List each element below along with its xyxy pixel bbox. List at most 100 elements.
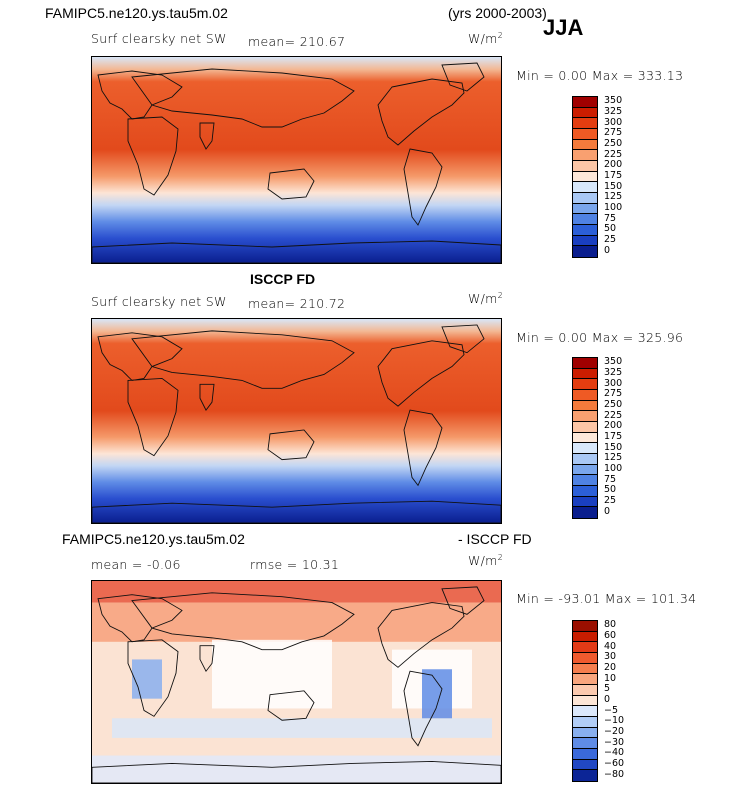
field-anomaly-patch — [422, 669, 452, 719]
coastline — [92, 500, 501, 523]
colorbar-tick-label: 0 — [604, 244, 611, 256]
colorbar-tick-label: 75 — [604, 212, 617, 224]
coastline — [199, 645, 215, 673]
field-anomaly-patch — [112, 718, 492, 738]
coastline — [441, 62, 485, 92]
colorbar-swatch — [573, 214, 597, 225]
panel3-map — [91, 580, 502, 784]
colorbar-tick-label: 325 — [604, 106, 623, 117]
panel3-colorbar — [572, 620, 598, 782]
panel1-minmax: Min = 0.00 Max = 333.13 — [516, 68, 684, 83]
colorbar-swatch — [573, 246, 597, 257]
panel2-map — [91, 318, 502, 524]
colorbar-tick-label: 60 — [604, 630, 617, 641]
colorbar-tick-label: 25 — [604, 495, 617, 506]
colorbar-tick-label: 325 — [604, 367, 623, 378]
colorbar-tick-label: 0 — [604, 505, 611, 517]
case-title: FAMIPC5.ne120.ys.tau5m.02 — [45, 5, 228, 21]
colorbar-swatch — [573, 621, 597, 632]
colorbar-tick-label: 0 — [604, 694, 611, 705]
colorbar-swatch — [573, 453, 597, 465]
colorbar-swatch — [573, 759, 597, 771]
colorbar-swatch — [573, 139, 597, 151]
colorbar-tick-label: −80 — [604, 768, 625, 780]
colorbar-swatch — [573, 160, 597, 172]
colorbar-tick-label: 5 — [604, 683, 611, 695]
colorbar-tick-label: 10 — [604, 672, 617, 684]
colorbar-swatch — [573, 716, 597, 728]
colorbar-tick-label: 250 — [604, 399, 623, 410]
years-label: (yrs 2000-2003) — [448, 5, 547, 21]
colorbar-swatch — [573, 496, 597, 508]
map-field — [92, 319, 501, 523]
colorbar-swatch — [573, 389, 597, 401]
panel3-mean: mean = -0.06 — [91, 557, 181, 572]
coastline — [131, 68, 355, 128]
colorbar-tick-label: 275 — [604, 127, 623, 139]
colorbar-swatch — [573, 421, 597, 433]
colorbar-tick-label: 25 — [604, 234, 617, 245]
colorbar-swatch — [573, 695, 597, 707]
panel1-variable-label: Surf clearsky net SW — [91, 31, 227, 46]
panel1-colorbar — [572, 96, 598, 258]
panel3-rmse: rmse = 10.31 — [250, 557, 340, 572]
colorbar-tick-label: 30 — [604, 651, 617, 663]
colorbar-tick-label: 250 — [604, 138, 623, 149]
panel2-mean: mean= 210.72 — [248, 296, 346, 311]
colorbar-tick-label: 125 — [604, 191, 623, 203]
coastline — [127, 377, 179, 457]
colorbar-swatch — [573, 203, 597, 215]
coastline — [377, 78, 465, 146]
coastline — [127, 639, 179, 717]
panel2-colorbar — [572, 357, 598, 519]
field-anomaly-patch — [212, 639, 332, 709]
colorbar-swatch — [573, 379, 597, 390]
coastline — [403, 670, 443, 747]
panel3-heading-left: FAMIPC5.ne120.ys.tau5m.02 — [62, 531, 245, 547]
colorbar-tick-label: 75 — [604, 473, 617, 485]
colorbar-tick-label: 150 — [604, 441, 623, 453]
colorbar-tick-label: 225 — [604, 148, 623, 160]
coastline — [267, 690, 315, 721]
colorbar-swatch — [573, 224, 597, 236]
colorbar-swatch — [573, 631, 597, 643]
colorbar-swatch — [573, 738, 597, 749]
colorbar-swatch — [573, 107, 597, 119]
colorbar-swatch — [573, 748, 597, 760]
panel1-units: W/m2 — [468, 31, 504, 47]
colorbar-swatch — [573, 192, 597, 204]
coastline — [92, 240, 501, 263]
map-field — [92, 57, 501, 263]
colorbar-tick-label: −10 — [604, 715, 625, 727]
coastline — [267, 429, 315, 461]
colorbar-swatch — [573, 235, 597, 247]
colorbar-swatch — [573, 663, 597, 675]
panel2-heading: ISCCP FD — [250, 271, 316, 287]
colorbar-tick-label: 175 — [604, 431, 623, 442]
panel2-units: W/m2 — [468, 291, 504, 307]
coastline — [92, 760, 501, 783]
coastline — [131, 330, 355, 389]
colorbar-swatch — [573, 443, 597, 454]
coastline — [377, 602, 465, 668]
colorbar-swatch — [573, 150, 597, 161]
colorbar-swatch — [573, 684, 597, 696]
colorbar-tick-label: −30 — [604, 736, 625, 748]
colorbar-swatch — [573, 182, 597, 193]
colorbar-tick-label: 100 — [604, 202, 623, 213]
field-anomaly-patch — [92, 581, 501, 603]
coastline — [377, 340, 465, 407]
colorbar-tick-label: 200 — [604, 420, 623, 432]
colorbar-swatch — [573, 128, 597, 140]
coastline — [403, 148, 443, 226]
colorbar-tick-label: 350 — [604, 95, 623, 107]
colorbar-swatch — [573, 507, 597, 518]
colorbar-tick-label: −5 — [604, 704, 619, 716]
colorbar-tick-label: −40 — [604, 747, 625, 759]
colorbar-swatch — [573, 464, 597, 476]
coastline — [441, 586, 485, 615]
panel2-minmax: Min = 0.00 Max = 325.96 — [516, 330, 684, 345]
colorbar-tick-label: 225 — [604, 409, 623, 421]
colorbar-tick-label: 50 — [604, 484, 617, 496]
field-anomaly-patch — [132, 659, 162, 699]
